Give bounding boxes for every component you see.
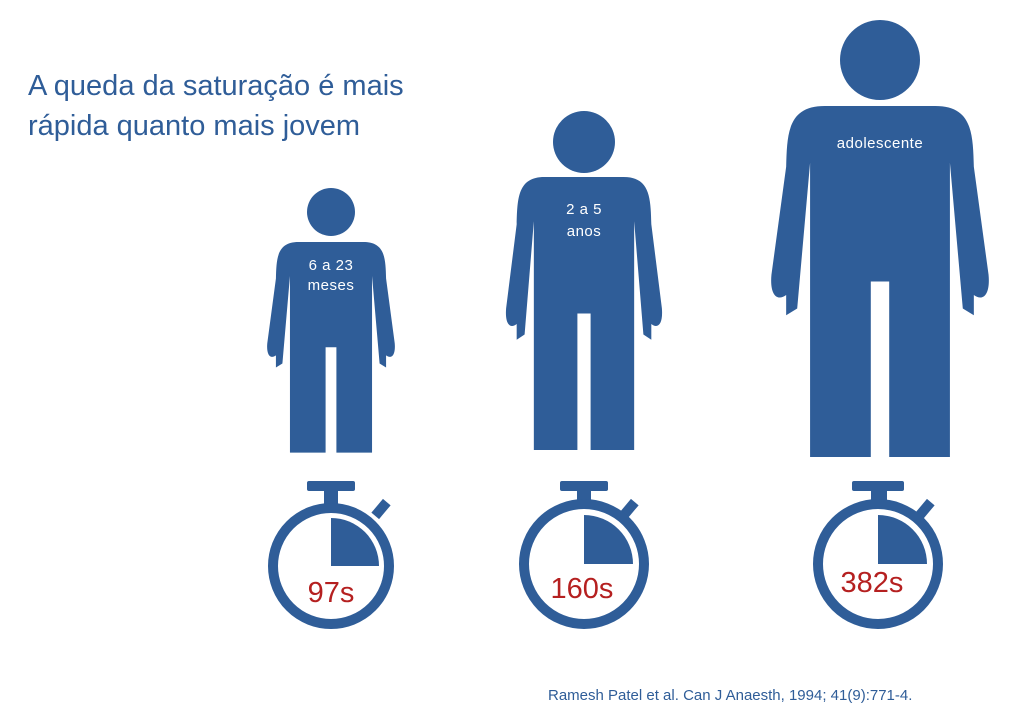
person-icon [267,188,395,453]
citation: Ramesh Patel et al. Can J Anaesth, 1994;… [548,687,913,704]
figure-group-1: 6 a 23 meses 97s [267,188,395,629]
page-title: A queda da saturação é mais rápida quant… [28,66,404,146]
person-icon [505,111,663,450]
timer-value: 160s [551,573,614,605]
figure-label-line-1: 2 a 5 [566,201,602,218]
figure-group-3: adolescente 382s [771,20,989,629]
title-line-2: rápida quanto mais jovem [28,110,361,142]
figure-group-2: 2 a 5 anos 160s [505,111,663,629]
figure-label-line-1: 6 a 23 [309,257,354,274]
person-icon [771,20,989,457]
figure-label-line-2: anos [567,223,602,240]
stopwatch-icon [519,481,649,629]
title-line-1: A queda da saturação é mais [28,70,404,102]
timer-value: 382s [841,567,904,599]
figure-label-line-2: meses [308,277,355,294]
stopwatch-icon [268,481,394,629]
stopwatch-icon [813,481,943,629]
figure-label-line-1: adolescente [837,135,923,152]
timer-value: 97s [308,577,355,609]
